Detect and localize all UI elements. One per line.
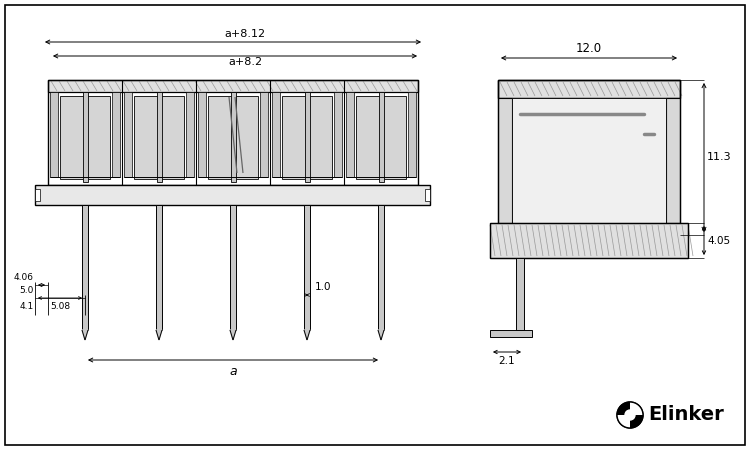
Bar	[35, 185, 430, 205]
Bar	[334, 92, 342, 177]
Bar	[156, 205, 162, 330]
Text: a+8.12: a+8.12	[224, 29, 266, 39]
Bar	[112, 92, 120, 177]
Bar	[490, 223, 688, 258]
Bar	[208, 96, 258, 179]
Bar	[516, 258, 524, 330]
Bar	[82, 92, 88, 182]
Text: 5.0: 5.0	[20, 286, 34, 295]
Circle shape	[625, 410, 635, 420]
Bar	[282, 96, 332, 179]
Bar	[378, 205, 384, 330]
Text: 1.0: 1.0	[315, 282, 332, 292]
Bar	[498, 80, 680, 98]
Text: 4.1: 4.1	[20, 302, 34, 311]
Bar	[356, 96, 406, 179]
Text: a+8.2: a+8.2	[228, 57, 262, 67]
Bar	[490, 330, 532, 337]
Bar	[425, 189, 430, 201]
Bar	[490, 223, 688, 258]
Bar	[379, 92, 383, 182]
Bar	[124, 92, 132, 177]
Bar	[186, 92, 194, 177]
Text: 4.06: 4.06	[14, 273, 34, 282]
Polygon shape	[304, 330, 310, 340]
Bar	[198, 92, 206, 177]
Bar	[230, 92, 236, 182]
Bar	[48, 80, 418, 185]
Bar	[260, 92, 268, 177]
Text: 4.05: 4.05	[707, 235, 730, 246]
Bar	[272, 92, 280, 177]
Bar	[408, 92, 416, 177]
Bar	[304, 92, 310, 182]
Bar	[498, 80, 680, 235]
Bar	[512, 98, 666, 223]
Bar	[498, 80, 680, 98]
Bar	[346, 92, 354, 177]
Bar	[157, 92, 161, 182]
Polygon shape	[378, 330, 384, 340]
Polygon shape	[230, 330, 236, 340]
Bar	[134, 96, 184, 179]
Bar	[304, 205, 310, 330]
Bar	[35, 189, 40, 201]
Wedge shape	[617, 415, 630, 428]
Bar	[50, 92, 58, 177]
Polygon shape	[156, 330, 162, 340]
Bar	[82, 205, 88, 330]
Text: 11.3: 11.3	[707, 153, 731, 162]
Bar	[498, 98, 512, 223]
Polygon shape	[82, 330, 88, 340]
Circle shape	[617, 402, 643, 428]
Bar	[230, 205, 236, 330]
Text: Elinker: Elinker	[648, 405, 724, 424]
Wedge shape	[630, 402, 643, 415]
Text: a: a	[230, 365, 237, 378]
Bar	[48, 80, 418, 92]
Text: 12.0: 12.0	[576, 42, 602, 55]
Text: 2.1: 2.1	[499, 356, 515, 366]
Bar	[666, 98, 680, 223]
Bar	[60, 96, 110, 179]
Text: 5.08: 5.08	[50, 302, 70, 311]
